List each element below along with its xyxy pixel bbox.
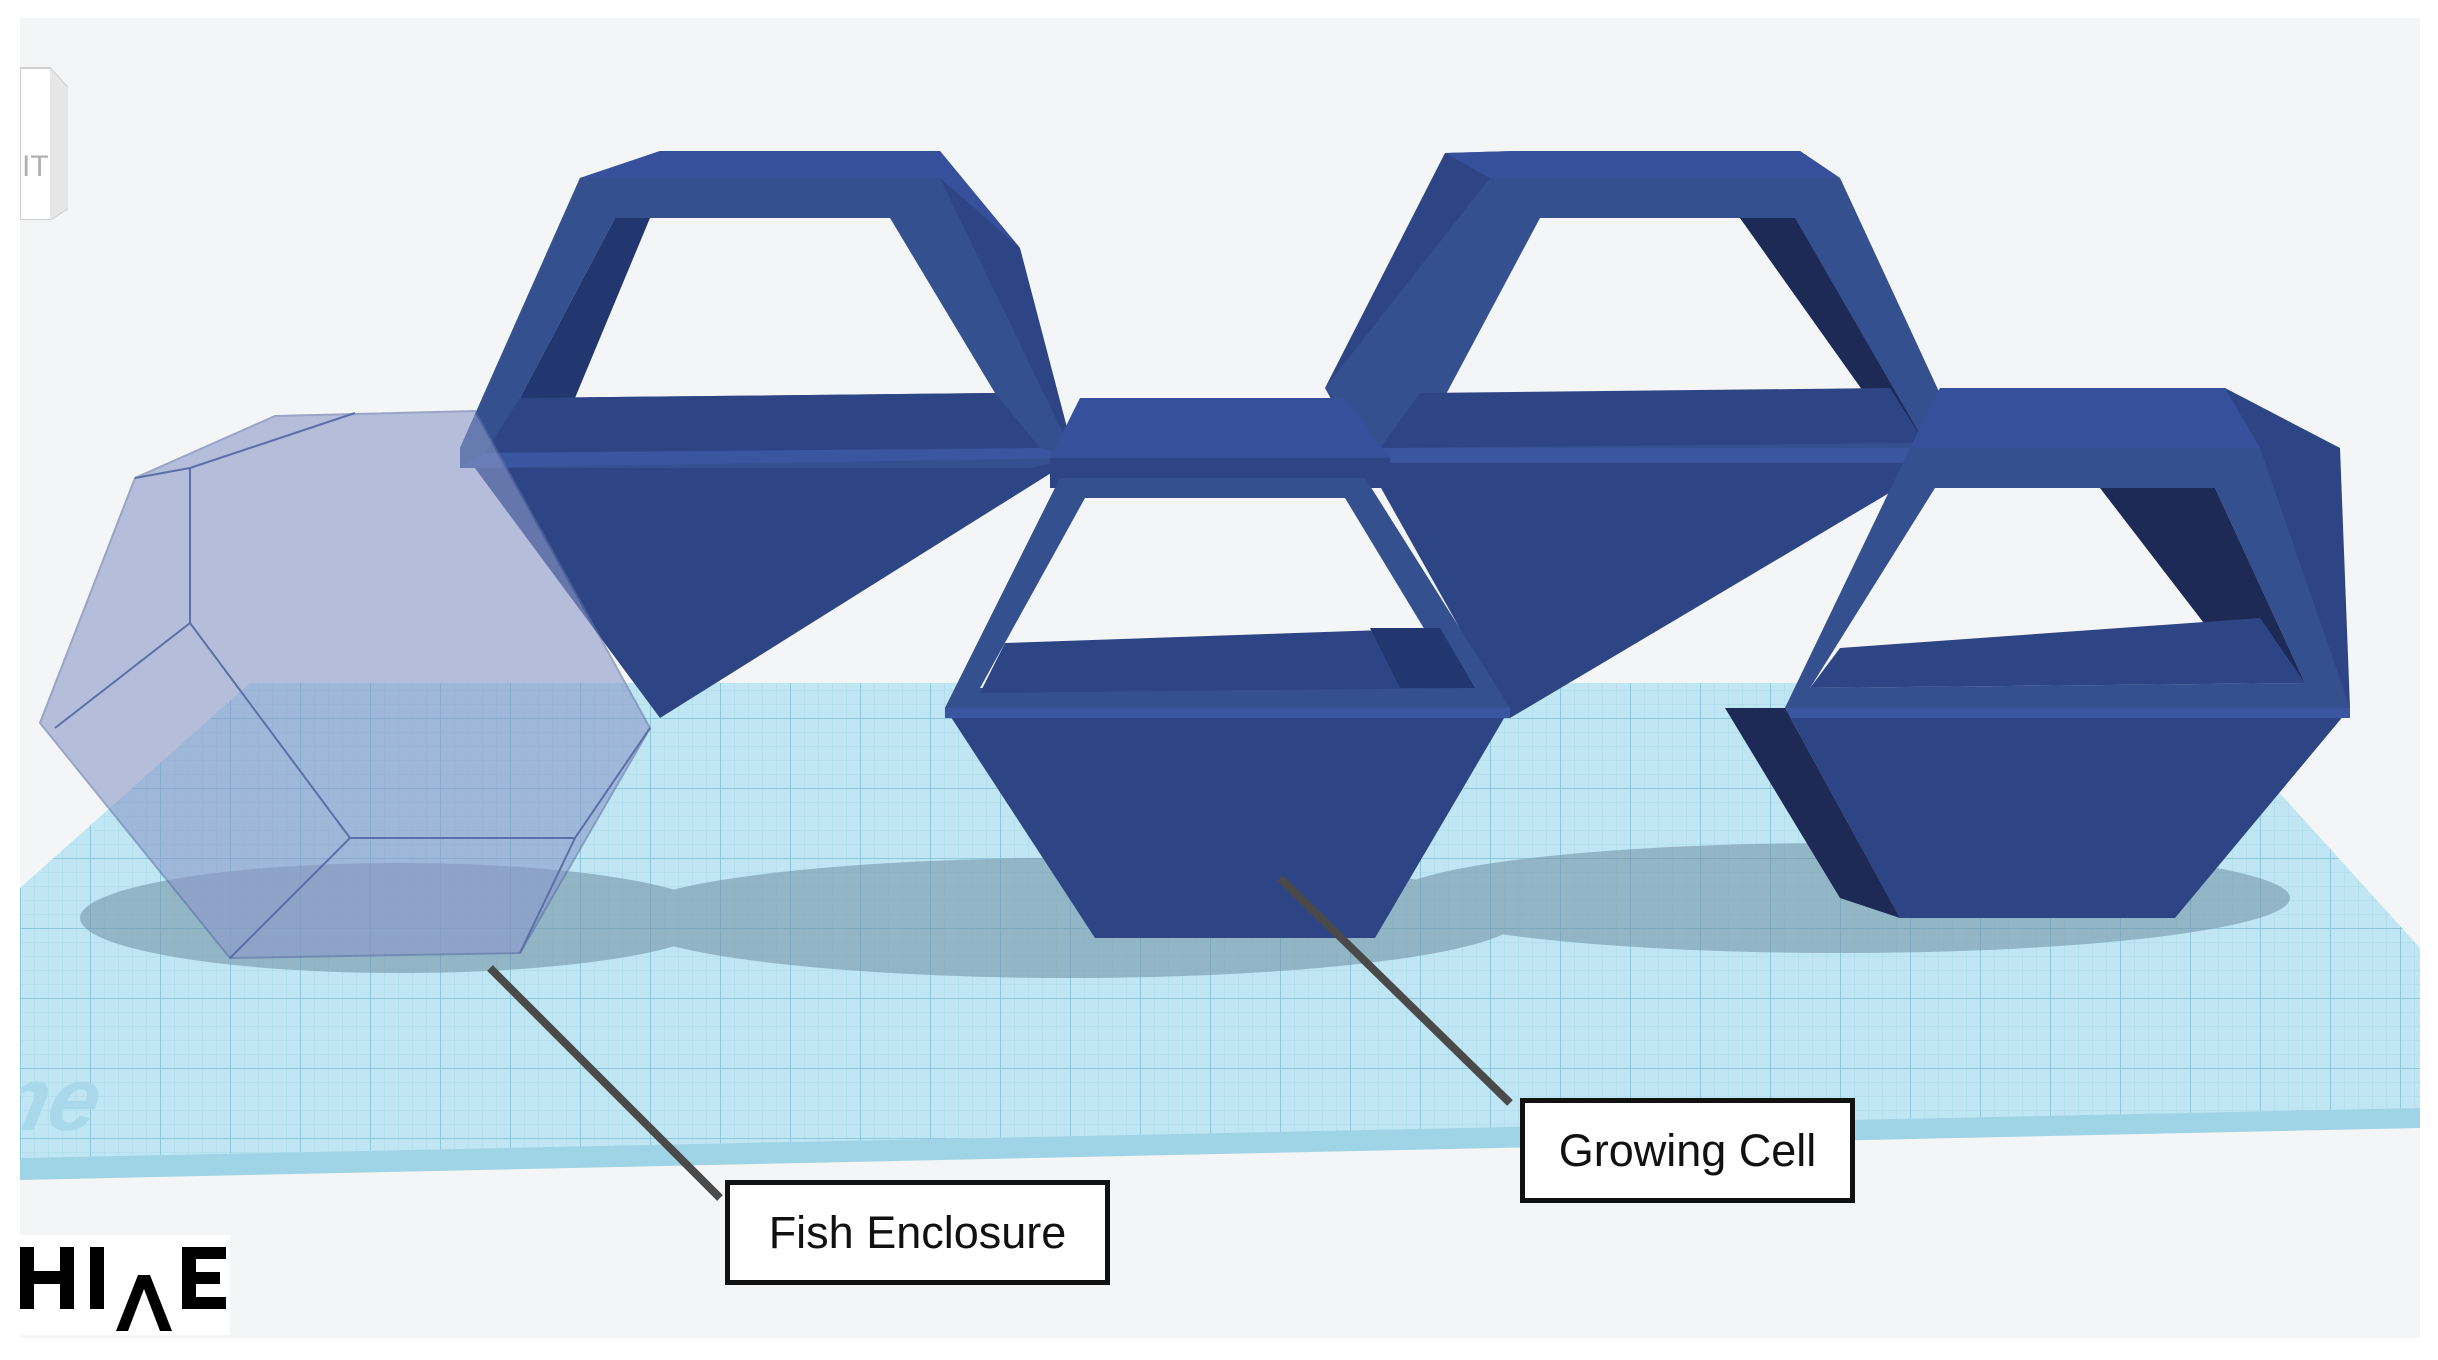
- 3d-viewport[interactable]: rkplane: [20, 18, 2420, 1338]
- growing-cell-top-right[interactable]: [1325, 151, 1965, 718]
- fish-enclosure[interactable]: [38, 409, 652, 960]
- fish-enclosure-callout: Fish Enclosure: [725, 1180, 1110, 1285]
- growing-cell-top-left[interactable]: [460, 151, 1075, 718]
- growing-cell-bottom-right[interactable]: [1725, 388, 2350, 918]
- scene-canvas[interactable]: rkplane: [20, 18, 2420, 1338]
- view-cube[interactable]: IT: [20, 58, 68, 220]
- hive-logo-mark: [20, 1247, 226, 1331]
- growing-cell-leader-line: [1277, 875, 1513, 1106]
- fish-enclosure-leader-line: [487, 965, 723, 1201]
- growing-cell-callout: Growing Cell: [1520, 1098, 1855, 1203]
- fish-enclosure-label: Fish Enclosure: [768, 1206, 1067, 1258]
- cell-connector: [1050, 398, 1390, 488]
- hive-logo: [20, 1235, 230, 1335]
- growing-cell-label: Growing Cell: [1558, 1124, 1817, 1176]
- growing-cell-bottom-center[interactable]: [945, 478, 1510, 938]
- view-cube-label: IT: [22, 150, 49, 183]
